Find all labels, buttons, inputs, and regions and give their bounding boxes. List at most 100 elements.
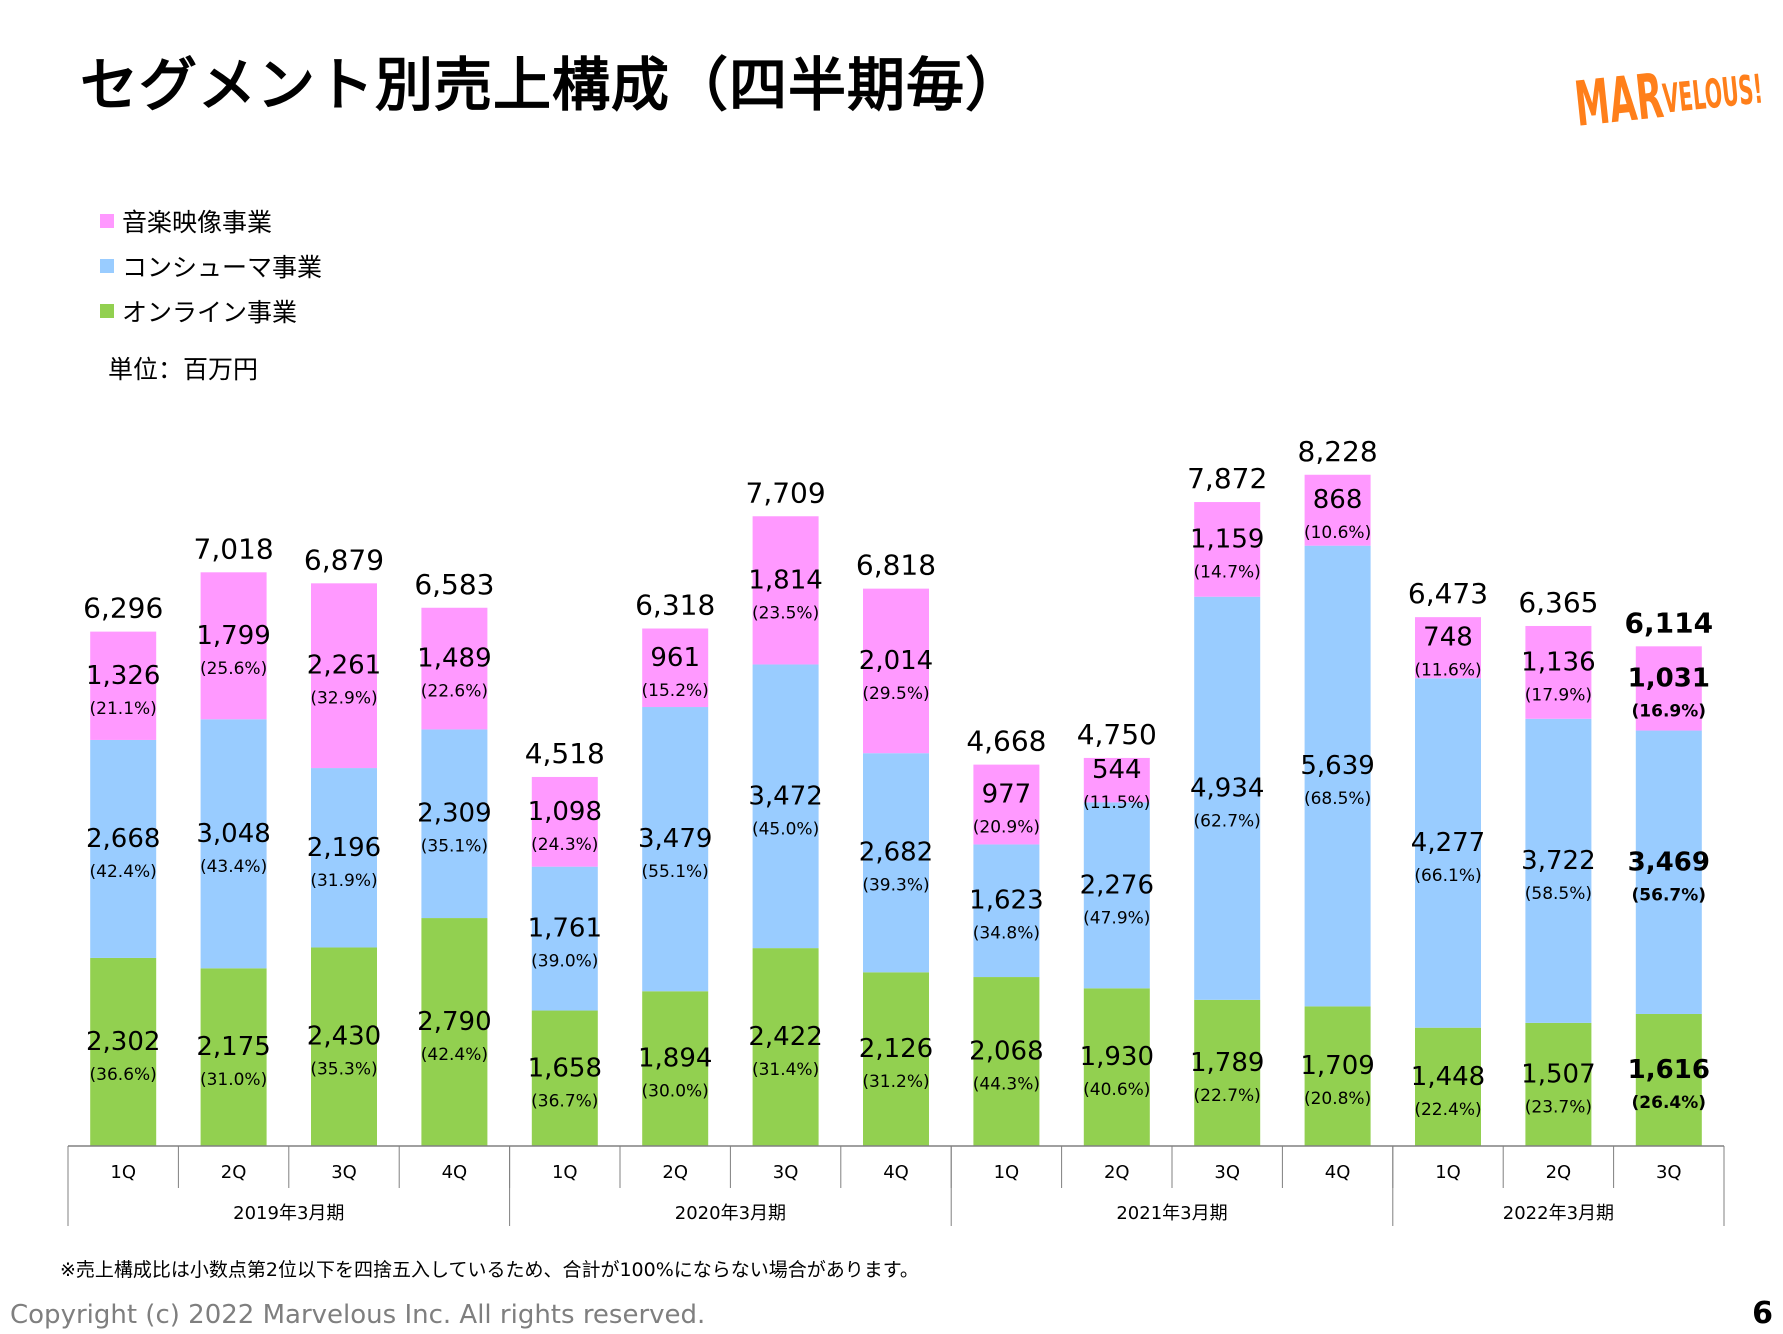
legend-swatch-music — [100, 213, 114, 228]
x-tick-label: 1Q — [994, 1162, 1020, 1183]
percent-label: (14.7%) — [1194, 562, 1261, 582]
data-label: 544 — [1092, 755, 1142, 785]
bar-segment — [200, 572, 267, 720]
bar-segment — [1415, 678, 1481, 1028]
legend-item-online: オンライン事業 — [100, 288, 322, 333]
legend-label-consumer: コンシューマ事業 — [122, 252, 323, 282]
total-label: 6,879 — [304, 543, 384, 576]
page-number: 6 — [1752, 1296, 1773, 1331]
percent-label: (21.1%) — [90, 699, 157, 719]
group-label: 2019年3月期 — [233, 1203, 344, 1224]
bar-segment — [531, 866, 598, 1011]
percent-label: (32.9%) — [310, 689, 377, 709]
bar-segment — [200, 968, 267, 1146]
percent-label: (25.6%) — [200, 659, 267, 679]
total-label: 7,872 — [1187, 462, 1267, 495]
bar-segment — [311, 947, 377, 1146]
percent-label: (10.6%) — [1304, 523, 1371, 543]
bar-segment — [863, 753, 929, 973]
bar-segment — [1083, 802, 1150, 989]
percent-label: (62.7%) — [1194, 811, 1261, 831]
data-label: 1,761 — [528, 914, 602, 944]
data-label: 2,668 — [86, 824, 160, 854]
total-label: 6,473 — [1408, 577, 1488, 610]
data-label: 5,639 — [1300, 751, 1374, 781]
bar-segment — [1525, 718, 1592, 1023]
data-label: 3,722 — [1521, 846, 1595, 876]
percent-label: (20.8%) — [1304, 1089, 1371, 1109]
data-label: 1,789 — [1190, 1048, 1264, 1078]
percent-label: (56.7%) — [1632, 885, 1707, 905]
percent-label: (31.4%) — [752, 1060, 819, 1080]
percent-label: (30.0%) — [642, 1082, 709, 1102]
x-tick-label: 1Q — [1435, 1162, 1461, 1183]
x-tick-label: 2Q — [1104, 1162, 1130, 1183]
data-label: 2,682 — [859, 838, 933, 868]
legend-label-online: オンライン事業 — [122, 297, 298, 327]
legend-swatch-consumer — [100, 258, 114, 273]
percent-label: (24.3%) — [531, 835, 598, 855]
data-label: 961 — [650, 643, 700, 673]
data-label: 2,068 — [969, 1037, 1043, 1067]
bar-segment — [973, 844, 1040, 978]
percent-label: (29.5%) — [862, 684, 929, 704]
svg-text:MAR: MAR — [1571, 59, 1666, 134]
data-label: 2,790 — [417, 1007, 491, 1037]
page-title: セグメント別売上構成（四半期毎） — [80, 51, 1025, 119]
marvelous-logo: MAR VELOUS! — [1571, 59, 1765, 134]
bar-segment — [421, 607, 488, 730]
percent-label: (36.7%) — [531, 1091, 598, 1111]
bar-segment — [863, 588, 929, 754]
percent-label: (23.7%) — [1525, 1097, 1592, 1117]
legend-item-consumer: コンシューマ事業 — [100, 243, 322, 288]
data-label: 3,479 — [638, 824, 712, 854]
percent-label: (22.4%) — [1414, 1100, 1481, 1120]
data-label: 1,326 — [86, 661, 160, 691]
bar-segment — [752, 948, 819, 1146]
bar-segment — [1525, 1022, 1592, 1146]
percent-label: (36.6%) — [90, 1065, 157, 1085]
x-tick-label: 4Q — [883, 1162, 909, 1183]
chart-legend: 音楽映像事業 コンシューマ事業 オンライン事業 — [100, 198, 322, 333]
percent-label: (55.1%) — [642, 862, 709, 882]
total-label: 8,228 — [1298, 435, 1378, 468]
data-label: 1,136 — [1521, 647, 1595, 677]
data-label: 1,031 — [1628, 663, 1710, 693]
bar-segment — [1194, 596, 1261, 1000]
data-label: 1,658 — [528, 1053, 602, 1083]
percent-label: (39.3%) — [862, 876, 929, 896]
percent-label: (31.9%) — [310, 871, 377, 891]
total-label: 7,018 — [194, 532, 274, 565]
x-tick-label: 2Q — [221, 1162, 247, 1183]
x-tick-label: 3Q — [1656, 1162, 1682, 1183]
total-label: 6,296 — [83, 592, 163, 625]
data-label: 1,616 — [1628, 1055, 1710, 1085]
percent-label: (11.6%) — [1414, 661, 1481, 681]
data-label: 3,472 — [748, 781, 822, 811]
bar-segment — [1304, 474, 1371, 546]
percent-label: (40.6%) — [1083, 1080, 1150, 1100]
percent-label: (31.0%) — [200, 1070, 267, 1090]
data-label: 1,507 — [1521, 1059, 1595, 1089]
data-label: 1,098 — [528, 797, 602, 827]
percent-label: (47.9%) — [1083, 908, 1150, 928]
percent-label: (15.2%) — [642, 681, 709, 701]
percent-label: (45.0%) — [752, 819, 819, 839]
svg-text:VELOUS!: VELOUS! — [1661, 66, 1765, 122]
stacked-bar-chart: 2,302 (36.6%) 2,668 (42.4%) 1,326 (21.1%) 6,29… — [67, 435, 1725, 1226]
data-label: 4,934 — [1190, 773, 1264, 803]
bar-segment — [531, 776, 598, 867]
percent-label: (42.4%) — [90, 862, 157, 882]
unit-label: 単位：百万円 — [108, 355, 259, 384]
x-tick-label: 4Q — [1325, 1162, 1351, 1183]
bar-segment — [421, 729, 488, 919]
bar-segment — [1635, 646, 1702, 731]
data-label: 1,814 — [748, 565, 822, 595]
data-label: 2,422 — [748, 1022, 822, 1052]
bar-segment — [1083, 988, 1150, 1146]
x-tick-label: 3Q — [1214, 1162, 1240, 1183]
legend-swatch-online — [100, 303, 114, 318]
percent-label: (66.1%) — [1414, 866, 1481, 886]
bar-segment — [1083, 757, 1150, 803]
bar-segment — [90, 957, 157, 1146]
